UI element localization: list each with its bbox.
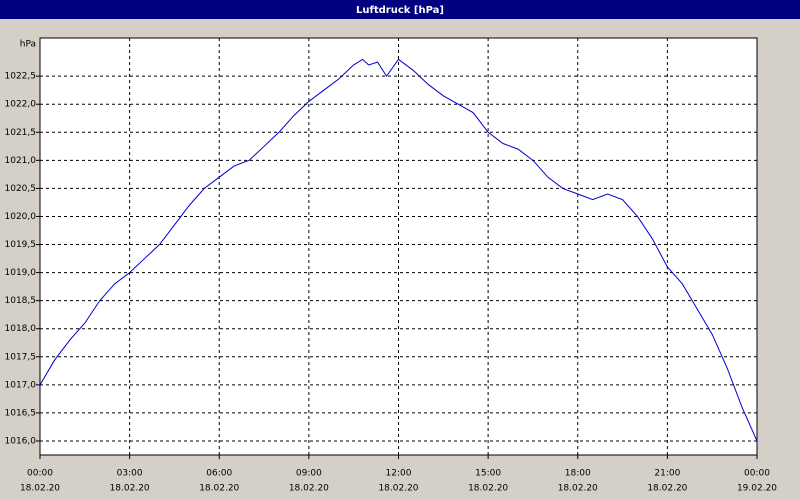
x-tick-date: 18.02.20 xyxy=(378,484,418,494)
x-tick-label: 06:00 xyxy=(206,469,232,479)
y-tick-label: 1016,0 xyxy=(5,436,37,446)
x-tick-label: 00:00 xyxy=(27,469,53,479)
y-tick-label: 1021,5 xyxy=(5,128,37,138)
data-line xyxy=(39,58,758,442)
x-tick-label: 09:00 xyxy=(296,469,322,479)
x-tick-label: 15:00 xyxy=(475,469,501,479)
y-tick-label: 1017,0 xyxy=(5,380,37,390)
x-tick-label: 12:00 xyxy=(386,469,412,479)
y-tick-label: 1019,0 xyxy=(5,268,37,278)
y-tick-label: 1020,5 xyxy=(5,184,37,194)
title-bar xyxy=(0,0,800,19)
y-tick-label: 1018,0 xyxy=(5,324,37,334)
chart-title: Luftdruck [hPa] xyxy=(356,5,444,16)
x-tick-date: 18.02.20 xyxy=(199,484,239,494)
x-tick-label: 03:00 xyxy=(117,469,143,479)
x-tick-label: 00:00 xyxy=(744,469,770,479)
plot-area xyxy=(39,37,758,456)
y-tick-label: 1020,0 xyxy=(5,212,37,222)
x-tick-date: 18.02.20 xyxy=(110,484,150,494)
y-tick-label: 1017,5 xyxy=(5,352,37,362)
y-unit: hPa xyxy=(20,40,36,50)
x-tick-date: 18.02.20 xyxy=(289,484,329,494)
y-tick-label: 1021,0 xyxy=(5,156,37,166)
x-tick-date: 18.02.20 xyxy=(558,484,598,494)
x-tick-label: 21:00 xyxy=(654,469,680,479)
y-tick-label: 1018,5 xyxy=(5,296,37,306)
x-tick-date: 18.02.20 xyxy=(468,484,508,494)
x-tick-date: 18.02.20 xyxy=(20,484,60,494)
x-tick-date: 19.02.20 xyxy=(737,484,777,494)
x-tick-label: 18:00 xyxy=(565,469,591,479)
y-tick-label: 1016,5 xyxy=(5,408,37,418)
y-tick-label: 1022,0 xyxy=(5,100,37,110)
y-tick-label: 1022,5 xyxy=(5,72,37,82)
y-tick-label: 1019,5 xyxy=(5,240,37,250)
x-tick-date: 18.02.20 xyxy=(647,484,687,494)
